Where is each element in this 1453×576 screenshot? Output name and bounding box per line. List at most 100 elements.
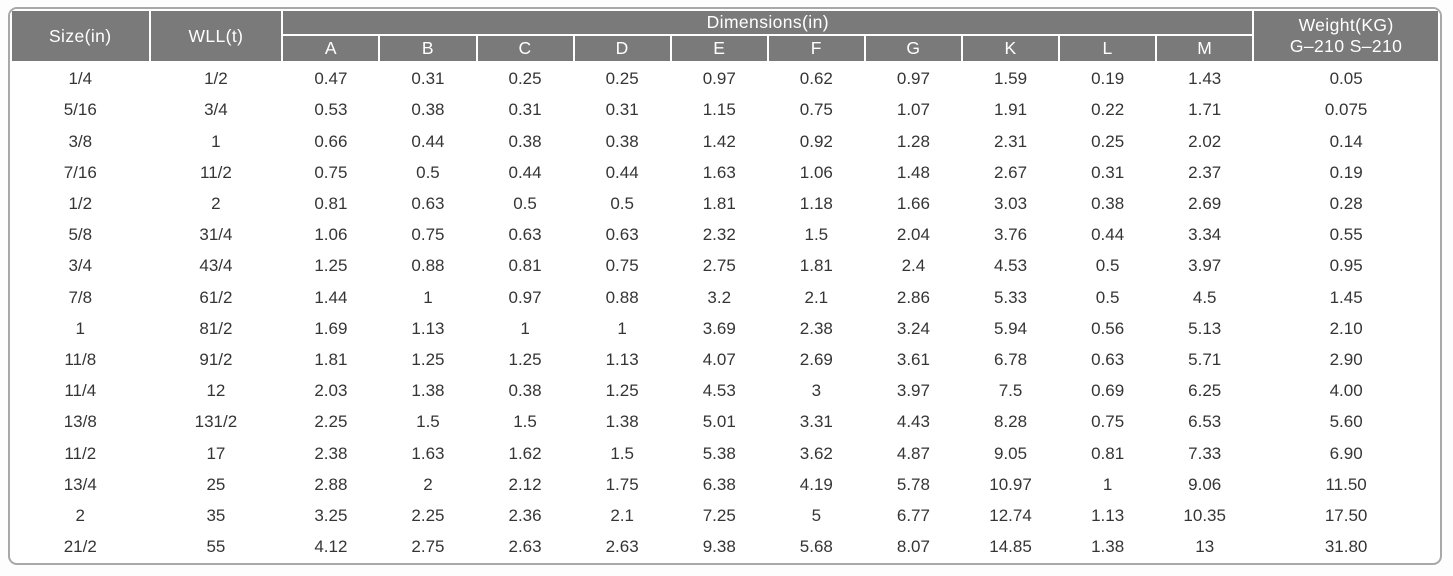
cell-a: 1.44 bbox=[314, 287, 348, 307]
cell-b: 2.25 bbox=[411, 506, 445, 525]
cell-m: 1.71 bbox=[1188, 100, 1222, 120]
cell-e: 3.69 bbox=[702, 318, 736, 338]
weight-header-line2: G–210 S–210 bbox=[1289, 36, 1403, 56]
cell-l: 1 bbox=[1102, 474, 1113, 494]
cell-e: 5.38 bbox=[702, 443, 736, 463]
cell-l: 0.44 bbox=[1091, 225, 1125, 245]
cell-m: 9.06 bbox=[1188, 474, 1222, 494]
shackle-spec-table: Size(in) WLL(t) Dimensions(in) Weight(KG… bbox=[10, 9, 1440, 563]
col-header-weight: Weight(KG) G–210 S–210 bbox=[1252, 9, 1440, 63]
cell-f: 5 bbox=[811, 506, 822, 525]
cell-d: 0.5 bbox=[610, 193, 634, 213]
header-group-row: Size(in) WLL(t) Dimensions(in) Weight(KG… bbox=[10, 9, 1440, 63]
cell-c: 1.62 bbox=[508, 443, 542, 463]
cell-k: 3.03 bbox=[993, 193, 1028, 213]
cell-weight: 0.075 bbox=[1324, 100, 1368, 120]
cell-f: 2.38 bbox=[799, 318, 833, 338]
cell-size: 7/8 bbox=[68, 287, 93, 307]
cell-wll: 91/2 bbox=[199, 349, 233, 369]
col-header-g: G bbox=[863, 34, 963, 63]
cell-k: 8.28 bbox=[993, 412, 1028, 432]
cell-f: 0.62 bbox=[799, 68, 833, 88]
cell-weight: 6.90 bbox=[1329, 443, 1363, 463]
cell-a: 1.06 bbox=[314, 225, 348, 245]
col-header-c: C bbox=[475, 34, 575, 63]
cell-m: 4.5 bbox=[1192, 287, 1217, 307]
cell-m: 2.02 bbox=[1188, 131, 1222, 151]
cell-m: 2.37 bbox=[1188, 162, 1222, 182]
table-body: 1/4 1/2 0.47 0.31 0.25 0.25 0.97 0.62 0.97 1.59 0.… bbox=[11, 62, 1439, 563]
table-row: 5/8 31/4 1.06 0.75 0.63 0.63 2.32 1.5 2.04 3.76 0.… bbox=[11, 220, 1439, 251]
cell-size: 11/8 bbox=[64, 349, 97, 369]
cell-g: 1.28 bbox=[896, 131, 930, 151]
cell-size: 3/4 bbox=[68, 256, 93, 276]
cell-e: 1.15 bbox=[702, 100, 736, 120]
cell-a: 0.81 bbox=[314, 193, 348, 213]
cell-l: 0.5 bbox=[1095, 287, 1120, 307]
cell-a: 1.69 bbox=[314, 318, 348, 338]
cell-m: 1.43 bbox=[1188, 68, 1222, 88]
cell-weight: 17.50 bbox=[1324, 506, 1368, 525]
cell-m: 3.34 bbox=[1188, 225, 1222, 245]
cell-a: 0.66 bbox=[314, 131, 348, 151]
cell-e: 4.53 bbox=[702, 381, 736, 401]
cell-g: 6.77 bbox=[896, 506, 930, 525]
cell-c: 1.25 bbox=[508, 349, 542, 369]
cell-weight: 4.00 bbox=[1329, 381, 1363, 401]
cell-a: 2.88 bbox=[314, 474, 348, 494]
cell-size: 13/4 bbox=[63, 474, 97, 494]
cell-size: 13/8 bbox=[63, 412, 97, 432]
cell-a: 1.81 bbox=[314, 349, 348, 369]
cell-g: 4.43 bbox=[896, 412, 930, 432]
cell-d: 1.38 bbox=[605, 412, 639, 432]
cell-b: 1.5 bbox=[416, 412, 440, 432]
cell-e: 1.81 bbox=[702, 193, 736, 213]
cell-d: 1.75 bbox=[605, 474, 639, 494]
cell-d: 0.75 bbox=[605, 256, 639, 276]
cell-d: 1 bbox=[617, 318, 627, 338]
table-row: 1 81/2 1.69 1.13 1 1 3.69 2.38 3.24 5.94 0.56 5.13 2… bbox=[11, 313, 1439, 344]
cell-m: 2.69 bbox=[1188, 193, 1222, 213]
cell-wll: 1 bbox=[211, 131, 221, 151]
cell-c: 0.44 bbox=[508, 162, 542, 182]
cell-b: 0.88 bbox=[411, 256, 445, 276]
cell-size: 5/16 bbox=[63, 100, 97, 120]
cell-e: 0.97 bbox=[702, 68, 736, 88]
table-row: 13/4 25 2.88 2 2.12 1.75 6.38 4.19 5.78 10.97 1 9.0… bbox=[11, 469, 1439, 500]
table-row: 13/8 131/2 2.25 1.5 1.5 1.38 5.01 3.31 4.43 8.28 0… bbox=[11, 407, 1439, 438]
cell-g: 8.07 bbox=[896, 537, 930, 557]
cell-k: 14.85 bbox=[989, 537, 1032, 557]
cell-d: 1.5 bbox=[610, 443, 634, 463]
cell-wll: 25 bbox=[206, 474, 226, 494]
cell-c: 1.5 bbox=[513, 412, 537, 432]
col-header-d: D bbox=[572, 34, 672, 63]
cell-e: 3.2 bbox=[707, 287, 732, 307]
cell-weight: 1.45 bbox=[1329, 287, 1363, 307]
table-row: 3/8 1 0.66 0.44 0.38 0.38 1.42 0.92 1.28 2.31 0.25… bbox=[11, 126, 1439, 157]
cell-size: 1/2 bbox=[68, 193, 93, 213]
cell-e: 1.42 bbox=[702, 131, 736, 151]
cell-l: 0.81 bbox=[1091, 443, 1125, 463]
cell-l: 0.22 bbox=[1091, 100, 1125, 120]
cell-f: 1.06 bbox=[799, 162, 833, 182]
cell-m: 5.71 bbox=[1188, 349, 1222, 369]
table-row: 2 35 3.25 2.25 2.36 2.1 7.25 5 6.77 12.74 1.13 10.3… bbox=[11, 500, 1439, 531]
cell-k: 6.78 bbox=[993, 349, 1028, 369]
cell-g: 2.86 bbox=[896, 287, 930, 307]
cell-a: 0.53 bbox=[314, 100, 348, 120]
cell-size: 7/16 bbox=[63, 162, 97, 182]
cell-weight: 0.28 bbox=[1329, 193, 1363, 213]
table-row: 1/2 2 0.81 0.63 0.5 0.5 1.81 1.18 1.66 3.03 0.38 2.… bbox=[11, 188, 1439, 219]
cell-a: 4.12 bbox=[314, 537, 348, 557]
cell-k: 12.74 bbox=[989, 506, 1032, 525]
cell-c: 0.63 bbox=[508, 225, 542, 245]
cell-b: 0.31 bbox=[411, 68, 445, 88]
cell-wll: 12 bbox=[206, 381, 226, 401]
cell-f: 5.68 bbox=[799, 537, 833, 557]
cell-e: 6.38 bbox=[702, 474, 736, 494]
cell-f: 2.1 bbox=[804, 287, 829, 307]
cell-a: 0.75 bbox=[314, 162, 348, 182]
cell-size: 1/4 bbox=[68, 68, 93, 88]
cell-b: 2 bbox=[423, 474, 433, 494]
